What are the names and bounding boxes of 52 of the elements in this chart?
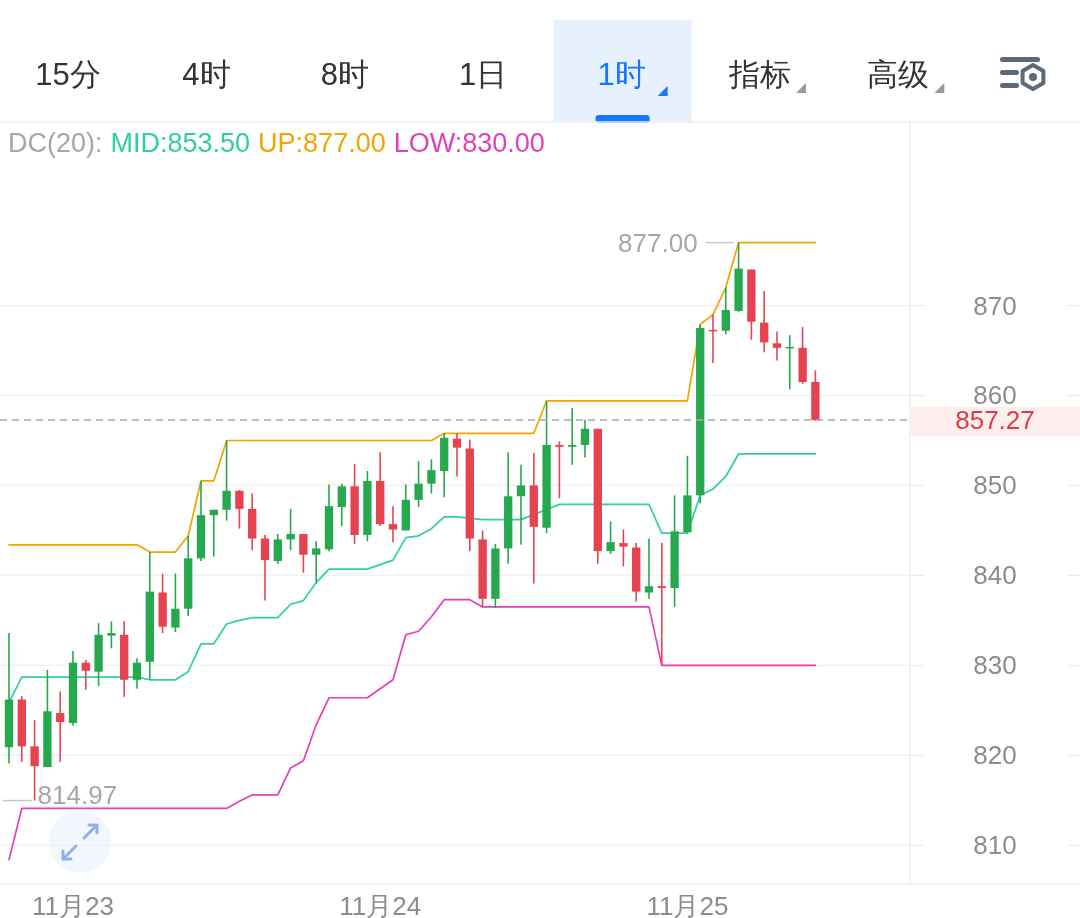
y-tick-label: 810	[973, 830, 1017, 861]
candlestick	[56, 690, 65, 763]
candlestick	[30, 719, 39, 802]
x-tick-label: 11月23	[32, 891, 114, 918]
candlestick	[619, 528, 628, 568]
y-tick-label: 820	[973, 740, 1017, 771]
candlestick	[414, 460, 423, 508]
candlestick	[273, 533, 282, 565]
line-series	[8, 598, 817, 861]
annotation: 877.00	[618, 227, 698, 258]
candlestick	[222, 439, 231, 522]
candlestick	[644, 537, 654, 600]
text: 指标	[728, 57, 791, 92]
candlestick	[260, 534, 270, 602]
text: 高级	[867, 57, 930, 92]
candlestick	[516, 463, 526, 546]
y-tick-label: 830	[973, 650, 1017, 681]
text: 8时	[320, 57, 369, 92]
candlestick	[452, 432, 462, 478]
candlestick	[312, 540, 321, 585]
candlestick	[337, 482, 346, 527]
annotation: 814.97	[37, 779, 118, 810]
candlestick	[772, 330, 782, 362]
candlestick	[721, 286, 730, 336]
candlestick	[427, 458, 436, 495]
candlestick	[555, 440, 564, 499]
y-tick-label: 840	[973, 560, 1017, 591]
candlestick	[107, 620, 116, 650]
text: MID:853.50	[110, 128, 251, 158]
candlestick	[568, 407, 577, 466]
candlestick	[286, 508, 295, 552]
candlestick	[388, 505, 398, 543]
text: UP:877.00	[258, 128, 386, 158]
candlestick	[657, 542, 666, 667]
candlestick	[132, 657, 142, 690]
y-tick-label: 870	[973, 290, 1017, 321]
candlestick	[760, 290, 769, 354]
text: 1日	[459, 57, 508, 92]
candlestick	[235, 489, 244, 530]
x-tick-label: 11月25	[646, 891, 729, 918]
text: LOW:830.00	[393, 128, 545, 158]
y-tick-label: 850	[973, 470, 1017, 501]
text: 1时	[597, 57, 646, 92]
x-tick-label: 11月24	[339, 891, 422, 918]
candlestick	[606, 520, 615, 555]
text: 15分	[35, 57, 101, 92]
candlestick	[580, 418, 590, 459]
text: 4时	[182, 57, 231, 92]
legend-title: DC(20):	[8, 128, 103, 158]
candlestick	[81, 659, 90, 691]
candlestick	[171, 572, 180, 633]
candlestick	[299, 533, 308, 574]
